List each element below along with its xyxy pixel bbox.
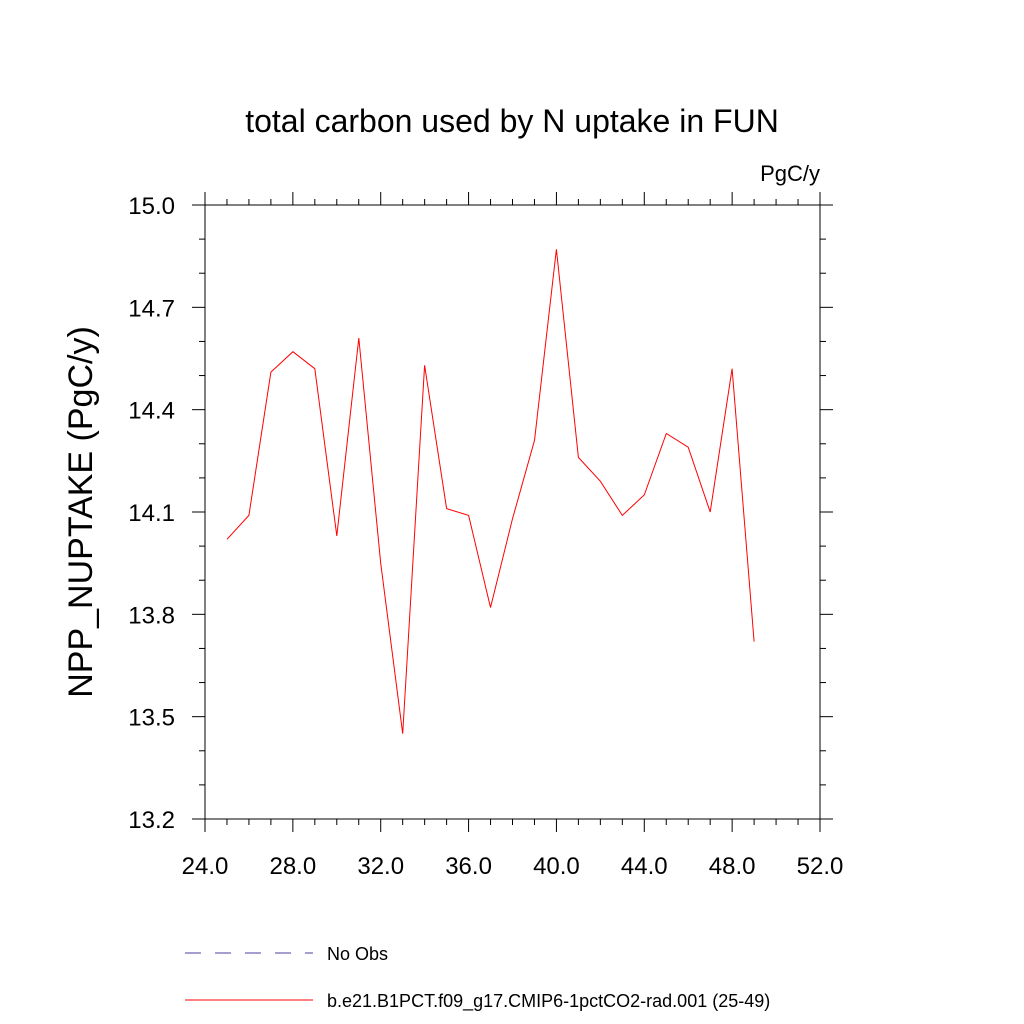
y-tick-labels: 13.2 13.5 13.8 14.1 14.4 14.7 15.0: [128, 193, 175, 834]
x-tick-label: 36.0: [445, 853, 492, 880]
x-tick-label: 52.0: [797, 853, 844, 880]
y-tick-label: 15.0: [128, 193, 175, 220]
units-label: PgC/y: [760, 161, 820, 186]
chart-title: total carbon used by N uptake in FUN: [245, 103, 779, 139]
x-tick-label: 24.0: [182, 853, 229, 880]
x-tick-label: 32.0: [357, 853, 404, 880]
x-tick-labels: 24.0 28.0 32.0 36.0 40.0 44.0 48.0 52.0: [182, 853, 844, 880]
legend-label-1: b.e21.B1PCT.f09_g17.CMIP6-1pctCO2-rad.00…: [327, 991, 770, 1012]
y-tick-label: 13.8: [128, 602, 175, 629]
y-tick-label: 14.4: [128, 398, 175, 425]
x-tick-label: 40.0: [533, 853, 580, 880]
x-tick-label: 44.0: [621, 853, 668, 880]
y-tick-label: 14.1: [128, 500, 175, 527]
x-tick-label: 48.0: [709, 853, 756, 880]
y-tick-label: 13.5: [128, 705, 175, 732]
plot-frame: [204, 204, 821, 820]
legend: No Obs b.e21.B1PCT.f09_g17.CMIP6-1pctCO2-…: [185, 944, 770, 1012]
y-axis-label: NPP_NUPTAKE (PgC/y): [62, 326, 100, 698]
legend-label-0: No Obs: [327, 944, 388, 964]
series-line-0: [226, 249, 755, 734]
axis-ticks: [192, 192, 833, 832]
x-tick-label: 28.0: [269, 853, 316, 880]
y-tick-label: 13.2: [128, 807, 175, 834]
series-group: [226, 249, 755, 734]
y-tick-label: 14.7: [128, 295, 175, 322]
